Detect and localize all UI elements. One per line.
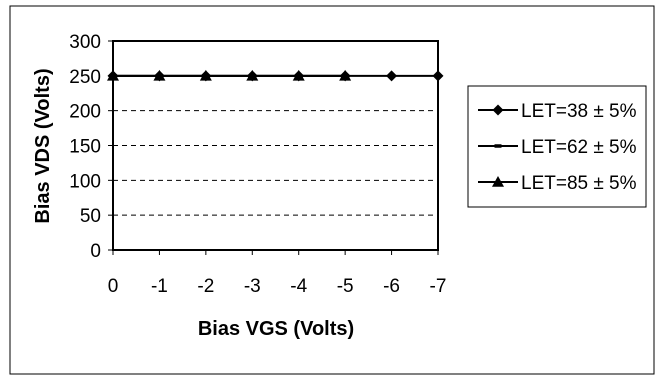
- legend-marker: [494, 144, 502, 148]
- y-tick-label: 100: [69, 171, 101, 192]
- x-tick-labels: 0 -1 -2 -3 -4 -5 -6 -7: [108, 250, 447, 297]
- data-point: [386, 70, 398, 82]
- data-point: [432, 70, 444, 82]
- x-tick-label: 0: [108, 276, 119, 297]
- y-tick-label: 50: [80, 206, 101, 227]
- y-tick-label: 300: [69, 32, 101, 53]
- legend-entry: LET=62 ± 5%: [478, 137, 637, 158]
- legend-entry: LET=85 ± 5%: [478, 173, 637, 194]
- x-tick-label: -6: [383, 276, 400, 297]
- x-tick-label: -2: [197, 276, 214, 297]
- data-point: [199, 69, 212, 81]
- y-tick-label: 200: [69, 102, 101, 123]
- x-tick-label: -3: [244, 276, 261, 297]
- y-tick-labels: 0 50 100 150 200 250 300: [69, 32, 113, 262]
- legend-label: LET=62 ± 5%: [521, 137, 637, 158]
- data-point: [246, 69, 259, 81]
- series-3: [107, 69, 352, 81]
- x-tick-label: -4: [290, 276, 307, 297]
- series-lines: [107, 69, 444, 82]
- legend-label: LET=85 ± 5%: [521, 173, 637, 194]
- data-point: [339, 69, 352, 81]
- legend-entry: LET=38 ± 5%: [478, 101, 637, 122]
- x-axis-label: Bias VGS (Volts): [198, 318, 354, 340]
- x-tick-label: -5: [337, 276, 354, 297]
- legend: LET=38 ± 5% LET=62 ± 5% LET=85 ± 5%: [467, 85, 647, 208]
- data-point: [107, 69, 119, 81]
- data-point: [292, 69, 305, 81]
- y-axis-label: Bias VDS (Volts): [32, 68, 54, 223]
- x-tick-label: -7: [430, 276, 447, 297]
- legend-marker: [492, 176, 504, 187]
- legend-label: LET=38 ± 5%: [521, 101, 637, 122]
- y-tick-label: 150: [69, 137, 101, 158]
- y-tick-label: 0: [90, 241, 101, 262]
- data-point: [153, 69, 166, 81]
- legend-marker: [492, 104, 504, 116]
- y-tick-label: 250: [69, 67, 101, 88]
- x-tick-label: -1: [151, 276, 168, 297]
